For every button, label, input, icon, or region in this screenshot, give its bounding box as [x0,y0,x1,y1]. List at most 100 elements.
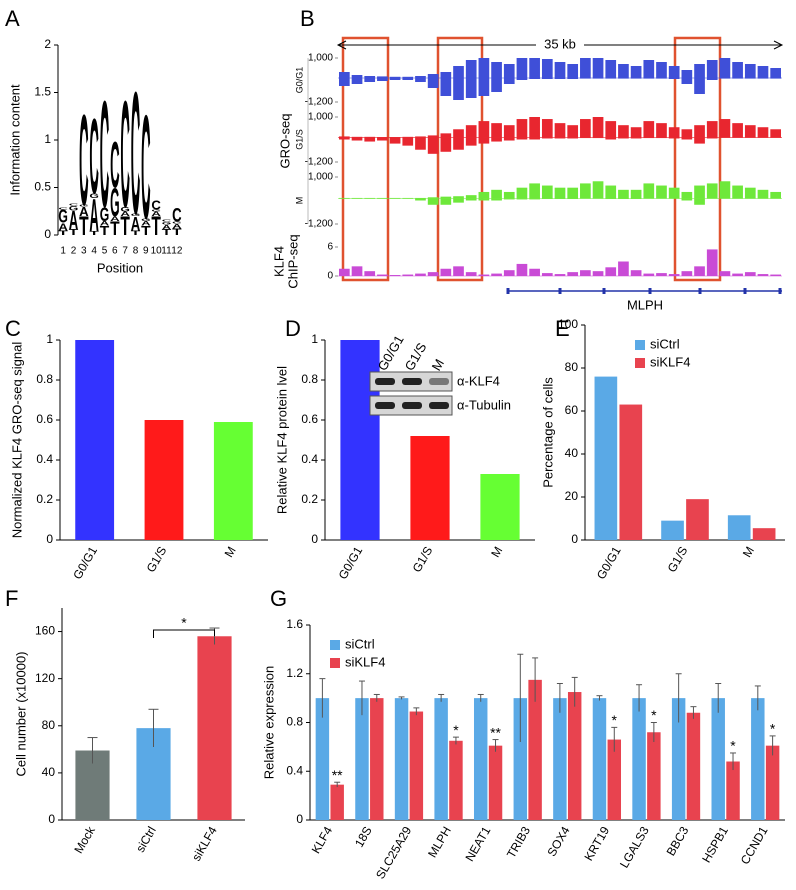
blot-band [429,378,449,385]
signal-bar [770,129,781,138]
signal-bar [453,198,464,203]
signal-bar [503,270,515,276]
signal-bar [618,64,629,78]
bar [409,711,424,820]
bar [592,698,607,820]
signal-bar [427,137,439,154]
x-tick-label: G0/G1 [70,544,100,582]
y-tick-label: 1,000 [308,172,333,183]
signal-bar [567,137,579,139]
signal-bar [529,183,540,199]
signal-bar [592,271,604,276]
signal-bar [351,78,363,84]
track-label: ChIP-seq [285,234,300,288]
y-tick-label: 20 [565,489,579,503]
logo-letter: A [69,207,79,236]
logo-letter: A [172,223,182,230]
signal-bar [681,70,693,78]
x-axis-label: Position [97,260,143,275]
x-tick-label: 8 [133,246,139,257]
signal-bar [732,78,743,79]
y-axis-label: Relative expression [261,666,276,779]
bar [686,712,701,820]
signal-bar [732,123,743,138]
x-tick-label: G0/G1 [336,544,366,582]
signal-bar [567,64,579,78]
gene-exon [743,288,747,294]
logo-letter: G [100,203,110,225]
signal-bar [491,62,502,78]
track-label: KLF4 [271,246,286,277]
logo-letter: C [89,98,99,217]
signal-bar [389,275,401,276]
signal-bar [364,271,376,276]
highlight-box [436,36,484,282]
signal-bar [694,266,705,276]
signal-bar [402,78,414,80]
logo-letter: T [131,230,141,237]
signal-bar [415,78,426,82]
signal-bar [529,117,540,138]
signal-bar [465,78,477,98]
signal-bar [706,249,718,276]
y-tick-label: 40 [565,446,579,460]
signal-bar [541,273,553,276]
bar [410,436,450,540]
signal-bar [744,125,756,138]
logo-letter: T [100,223,110,238]
signal-bar [630,127,642,138]
logo-letter: T [172,228,182,238]
bar [619,404,643,540]
signal-bar [554,137,566,139]
panel-label: F [5,586,18,611]
signal-bar [453,78,464,100]
signal-bar [668,187,680,199]
signal-bar [630,66,642,78]
signal-bar [567,187,579,199]
signal-bar [656,78,667,79]
signal-bar [440,133,452,138]
logo-letter: C [141,85,151,250]
bar [726,761,740,820]
signal-bar [351,266,363,276]
signal-bar [478,121,490,138]
legend-label: siCtrl [345,636,375,651]
legend-label: siCtrl [650,336,680,351]
legend-label: siKLF4 [650,354,690,369]
y-tick-label: 0.6 [36,412,53,426]
signal-bar [339,78,350,86]
bar [213,422,253,540]
signal-bar [554,123,566,138]
logo-letter: G [172,221,182,224]
signal-bar [681,137,693,140]
x-tick-label: CCND1 [738,824,771,867]
logo-letter: G [69,205,79,212]
signal-bar [605,198,617,200]
blot-band [375,378,395,385]
blot-band [402,402,422,409]
bar [727,515,751,540]
x-tick-label: M [488,544,505,560]
y-axis-label: Cell number (x10000) [13,651,28,776]
signal-bar [706,121,718,138]
signal-bar [491,198,502,201]
signal-bar [491,78,502,92]
logo-letter: C [172,204,182,226]
signal-bar [440,198,452,205]
signal-bar [757,189,769,199]
significance-label: * [730,738,736,754]
bar [751,698,765,820]
signal-bar [541,137,553,139]
x-tick-label: TRIB3 [504,824,533,861]
signal-bar [656,137,667,139]
signal-bar [465,195,477,199]
bar [340,340,380,540]
y-tick-label: 0.4 [36,452,53,466]
signal-bar [427,272,439,276]
signal-bar [719,271,731,276]
signal-bar [529,198,540,200]
logo-letter: G [151,209,161,212]
logo-letter: C [110,129,120,202]
gene-exon [778,288,782,294]
signal-bar [706,60,718,78]
